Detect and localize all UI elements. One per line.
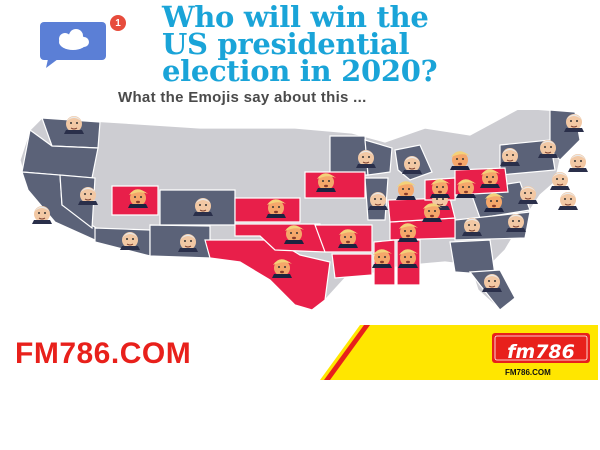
biden-face-icon bbox=[356, 150, 376, 168]
trump-face-icon bbox=[398, 249, 418, 268]
notification-badge: 1 bbox=[110, 15, 126, 31]
trump-face-icon bbox=[128, 189, 148, 208]
trump-face-icon bbox=[430, 179, 450, 198]
trump-face-icon bbox=[284, 225, 304, 244]
state-arkansas bbox=[331, 253, 373, 279]
headline-line-1: Who will win the bbox=[162, 0, 429, 34]
state-kansas bbox=[234, 197, 301, 223]
biden-face-icon bbox=[558, 192, 578, 210]
trump-face-icon bbox=[396, 181, 416, 200]
us-election-map bbox=[19, 110, 588, 310]
biden-face-icon bbox=[506, 214, 526, 232]
trump-face-icon bbox=[372, 249, 392, 268]
biden-face-icon bbox=[538, 140, 558, 158]
brand-logo-url: FM786.COM bbox=[505, 368, 551, 377]
biden-face-icon bbox=[462, 218, 482, 236]
headline-line-2: US presidential bbox=[162, 27, 410, 61]
headline-line-3: election in 2020? bbox=[162, 54, 438, 88]
biden-face-icon bbox=[32, 206, 52, 224]
state-new-mexico bbox=[149, 224, 211, 259]
biden-face-icon bbox=[568, 154, 588, 172]
state-iowa bbox=[304, 171, 366, 199]
biden-face-icon bbox=[78, 187, 98, 205]
trump-emojis bbox=[128, 151, 504, 278]
trump-face-icon bbox=[398, 223, 418, 242]
trump-face-icon bbox=[266, 199, 286, 218]
brand-logo bbox=[492, 333, 590, 363]
state-oregon bbox=[21, 128, 99, 179]
state-georgia bbox=[449, 239, 496, 276]
biden-face-icon bbox=[482, 274, 502, 292]
trump-face-icon bbox=[480, 169, 500, 188]
biden-face-icon bbox=[518, 186, 538, 204]
biden-face-icon bbox=[178, 234, 198, 252]
brand-logo-text: fm786 bbox=[507, 341, 575, 363]
biden-face-icon bbox=[564, 114, 584, 132]
biden-face-icon bbox=[368, 192, 388, 210]
trump-face-icon bbox=[272, 259, 292, 278]
brand-name: FM786.COM bbox=[15, 337, 192, 370]
trump-face-icon bbox=[484, 193, 504, 212]
trump-face-icon bbox=[456, 179, 476, 198]
biden-face-icon bbox=[64, 116, 84, 134]
trump-face-icon bbox=[316, 173, 336, 192]
biden-face-icon bbox=[402, 156, 422, 174]
state-oklahoma bbox=[234, 223, 326, 253]
brand-banner[interactable]: fm786 bbox=[320, 325, 598, 380]
trump-face-icon bbox=[450, 151, 470, 170]
trump-face-icon bbox=[422, 203, 442, 222]
biden-face-icon bbox=[500, 148, 520, 166]
biden-face-icon bbox=[120, 232, 140, 250]
biden-emojis bbox=[32, 114, 588, 292]
trump-face-icon bbox=[338, 229, 358, 248]
subtitle: What the Emojis say about this ... bbox=[118, 89, 367, 106]
biden-face-icon bbox=[193, 198, 213, 216]
biden-face-icon bbox=[550, 172, 570, 190]
headline: Who will win the US presidential electio… bbox=[162, 0, 562, 88]
chat-bubble-icon bbox=[40, 22, 106, 68]
